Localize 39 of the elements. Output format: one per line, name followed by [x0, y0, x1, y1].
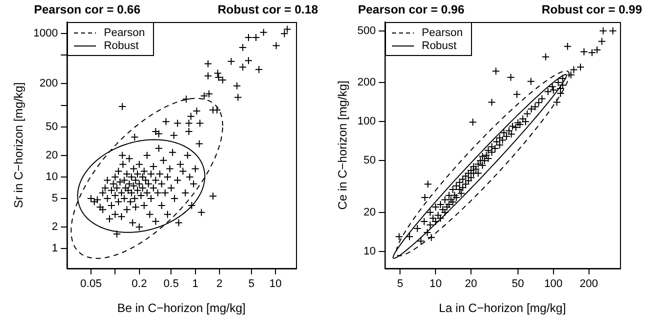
x-tick-label: 0.2	[132, 278, 147, 290]
y-tick-label: 10	[46, 170, 58, 183]
x-tick-label: 0.5	[164, 278, 179, 290]
x-tick-label: 50	[512, 278, 524, 290]
text: Pearson cor = 0.66	[34, 2, 141, 16]
x-axis-title: Be in C−horizon [mg/kg]	[117, 301, 246, 316]
x-tick-label: 5	[248, 278, 254, 290]
x-tick-label: 10	[269, 278, 282, 290]
y-tick-label: 20	[46, 149, 58, 162]
y-tick-label: 50	[364, 154, 376, 167]
y-tick-label: 500	[357, 24, 376, 37]
x-tick-label: 1	[192, 278, 198, 290]
text: Robust cor = 0.99	[542, 2, 642, 16]
annotation: Pearson	[104, 26, 145, 38]
x-tick-label: 5	[397, 278, 404, 290]
y-tick-label: 20	[364, 206, 376, 218]
x-tick-label: 2	[216, 278, 223, 290]
y-tick-label: 1	[52, 242, 58, 255]
y-tick-label: 1000	[33, 28, 58, 40]
text: Pearson cor = 0.96	[358, 2, 465, 16]
y-tick-label: 100	[357, 116, 376, 128]
x-axis-title: La in C−horizon [mg/kg]	[438, 301, 566, 316]
y-tick-label: 50	[46, 120, 58, 133]
y-axis-title: Sr in C−horizon [mg/kg]	[12, 82, 26, 208]
x-tick-label: 10	[429, 278, 442, 290]
y-tick-label: 200	[40, 78, 58, 90]
y-tick-label: 200	[357, 76, 376, 89]
annotation: Robust	[104, 40, 139, 52]
text: Robust cor = 0.18	[218, 2, 318, 16]
y-axis-title: Ce in C−horizon [mg/kg]	[336, 80, 350, 210]
annotation: Robust	[422, 40, 457, 52]
x-tick-label: 200	[580, 278, 598, 290]
y-tick-label: 5	[52, 192, 58, 205]
x-tick-label: 100	[544, 278, 563, 290]
y-tick-label: 2	[52, 221, 58, 234]
x-tick-label: 0.05	[80, 278, 102, 290]
y-tick-label: 10	[364, 245, 376, 258]
annotation: Pearson	[422, 26, 463, 38]
x-tick-label: 20	[464, 278, 478, 290]
